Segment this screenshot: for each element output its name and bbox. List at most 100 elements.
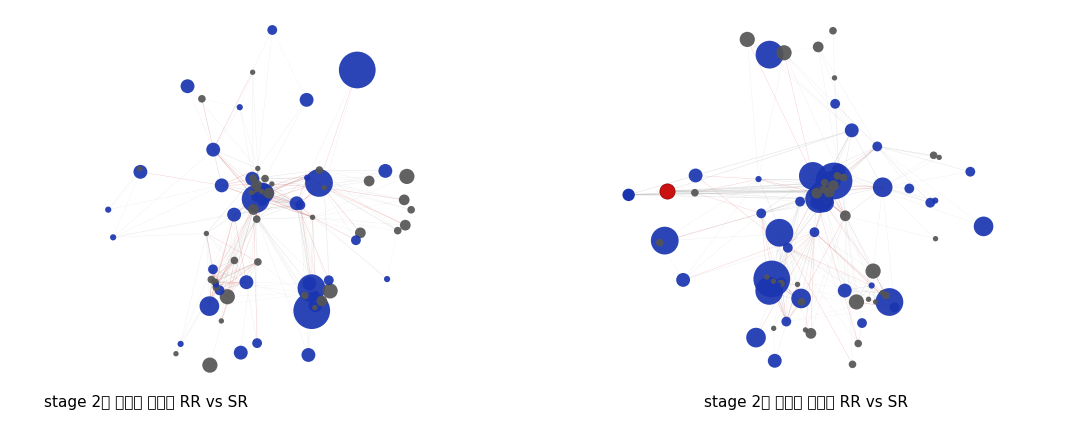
Point — [849, 340, 867, 347]
Point — [249, 340, 266, 347]
Point — [306, 302, 324, 309]
Point — [658, 188, 675, 195]
Point — [854, 320, 871, 327]
Point — [674, 277, 691, 284]
Point — [739, 37, 756, 44]
Point — [874, 184, 892, 191]
Point — [863, 282, 881, 289]
Point — [194, 96, 211, 103]
Point — [763, 276, 780, 283]
Point — [836, 288, 854, 294]
Point — [769, 282, 787, 289]
Point — [249, 166, 266, 173]
Point — [844, 361, 861, 368]
Point — [379, 276, 396, 283]
Point — [773, 280, 790, 287]
Point — [824, 183, 842, 190]
Point — [926, 198, 944, 204]
Point — [817, 196, 834, 203]
Point — [867, 299, 884, 305]
Point — [168, 351, 185, 357]
Point — [179, 83, 196, 90]
Point — [848, 299, 866, 305]
Point — [826, 178, 843, 185]
Point — [873, 290, 890, 296]
Point — [201, 303, 219, 310]
Point — [292, 202, 309, 209]
Point — [213, 318, 230, 325]
Point — [300, 352, 317, 359]
Point — [206, 279, 223, 285]
Point — [213, 182, 230, 189]
Point — [812, 189, 829, 196]
Point — [809, 44, 827, 51]
Point — [396, 197, 413, 204]
Point — [313, 298, 330, 305]
Point — [397, 222, 414, 229]
Point — [753, 210, 770, 217]
Point — [226, 257, 243, 264]
Point — [779, 245, 796, 252]
Point — [303, 308, 320, 314]
Point — [822, 178, 840, 184]
Point — [403, 207, 420, 214]
Point — [765, 278, 782, 285]
Point — [810, 196, 828, 203]
Point — [778, 318, 795, 325]
Point — [900, 186, 918, 193]
Point — [766, 357, 783, 364]
Point — [390, 228, 407, 235]
Point — [100, 207, 117, 213]
Point — [776, 50, 793, 57]
Point — [264, 28, 281, 35]
Point — [131, 166, 148, 173]
Point — [238, 279, 255, 286]
Point — [248, 216, 265, 223]
Point — [748, 334, 765, 341]
Point — [773, 279, 790, 286]
Point — [296, 292, 314, 299]
Point — [620, 192, 637, 199]
Point — [804, 173, 821, 180]
Text: stage 2의 병원균 접종시 RR vs SR: stage 2의 병원균 접종시 RR vs SR — [44, 394, 248, 409]
Point — [208, 282, 225, 288]
Point — [962, 169, 979, 176]
Point — [881, 299, 898, 306]
Point — [208, 284, 225, 291]
Point — [750, 176, 767, 183]
Point — [261, 190, 278, 197]
Point — [377, 168, 394, 175]
Point — [765, 325, 782, 332]
Point — [225, 212, 242, 219]
Point — [304, 214, 321, 221]
Point — [925, 153, 942, 159]
Point — [232, 104, 249, 111]
Point — [245, 207, 262, 213]
Point — [360, 178, 378, 185]
Point — [806, 229, 823, 236]
Point — [834, 175, 852, 181]
Point — [820, 189, 837, 196]
Point — [802, 330, 819, 337]
Point — [807, 190, 824, 197]
Point — [298, 97, 315, 104]
Point — [796, 327, 814, 334]
Point — [817, 187, 834, 194]
Point — [307, 291, 325, 298]
Point — [204, 147, 222, 154]
Point — [321, 288, 339, 295]
Point — [311, 180, 328, 187]
Point — [808, 190, 826, 197]
Point — [815, 196, 832, 202]
Point — [809, 190, 827, 197]
Point — [198, 230, 215, 237]
Point — [204, 266, 222, 273]
Point — [172, 341, 189, 348]
Point — [869, 144, 886, 150]
Point — [975, 224, 992, 230]
Point — [255, 190, 273, 197]
Point — [219, 294, 236, 300]
Point — [792, 295, 809, 302]
Point — [243, 176, 261, 183]
Point — [132, 169, 149, 176]
